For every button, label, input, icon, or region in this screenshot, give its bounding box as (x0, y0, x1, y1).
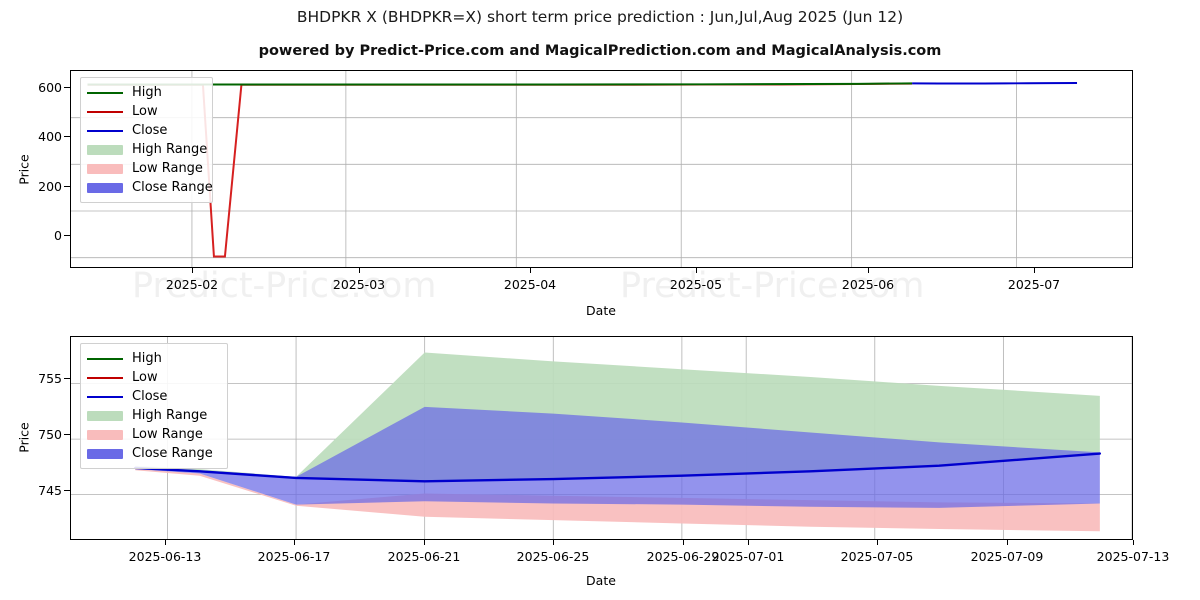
overview-xtick-label: 2025-02 (165, 277, 219, 292)
legend-entry-high-range: High Range (87, 140, 208, 159)
legend-entry-low-range: Low Range (87, 159, 204, 178)
overview-ytick-mark (64, 185, 70, 187)
legend-patch-swatch (87, 144, 123, 155)
legend-entry-label: Low Range (132, 161, 203, 176)
detail-xtick-label: 2025-07-01 (711, 549, 785, 564)
detail-xtick-label: 2025-07-05 (840, 549, 914, 564)
legend-patch-swatch (87, 448, 123, 459)
overview-ytick-label: 0 (54, 228, 62, 243)
overview-xtick-label: 2025-05 (669, 277, 723, 292)
detail-chart-svg (71, 337, 1132, 539)
detail-ytick-label: 755 (38, 371, 62, 386)
legend-line-swatch (87, 357, 123, 360)
detail-xtick-label: 2025-06-29 (646, 549, 720, 564)
overview-ytick-mark (64, 86, 70, 88)
legend-line-swatch (87, 376, 123, 379)
figure-title: BHDPKR X (BHDPKR=X) short term price pre… (296, 8, 904, 26)
overview-xtick-mark (530, 268, 532, 273)
detail-xtick-mark (1007, 540, 1009, 545)
legend-entry-label: High (132, 85, 162, 100)
legend-entry-low-range: Low Range (87, 425, 219, 444)
legend-patch-swatch (87, 429, 123, 440)
legend-entry-label: Low (132, 370, 158, 385)
legend-line-swatch (87, 110, 123, 113)
legend-entry-close-range: Close Range (87, 444, 219, 463)
legend-line-swatch (87, 129, 123, 132)
detail-xtick-label: 2025-07-09 (970, 549, 1044, 564)
figure-subtitle: powered by Predict-Price.com and Magical… (258, 43, 942, 59)
overview-ytick-label: 600 (38, 80, 62, 95)
overview-xtick-label: 2025-07 (1007, 277, 1061, 292)
legend-entry-close: Close (87, 387, 219, 406)
legend-patch-swatch (87, 410, 123, 421)
detail-xtick-label: 2025-06-13 (128, 549, 202, 564)
detail-x-axis-label: Date (586, 573, 616, 588)
overview-y-axis-label: Price (16, 154, 32, 185)
overview-xtick-mark (696, 268, 698, 273)
detail-xtick-mark (1133, 540, 1135, 545)
legend-entry-label: High Range (132, 408, 208, 423)
overview-chart-plot-area (70, 70, 1133, 268)
detail-xtick-label: 2025-06-25 (516, 549, 590, 564)
detail-ytick-mark (64, 377, 70, 379)
detail-ytick-label: 750 (38, 427, 62, 442)
detail-chart-legend: High Low Close High Range Low Range Close Ran… (80, 343, 228, 469)
detail-ytick-mark (64, 433, 70, 435)
legend-entry-label: Low (132, 104, 158, 119)
detail-xtick-mark (165, 540, 167, 545)
legend-patch-swatch (87, 182, 123, 193)
legend-entry-high-range: High Range (87, 406, 219, 425)
overview-xtick-label: 2025-03 (332, 277, 386, 292)
legend-entry-close: Close (87, 121, 204, 140)
legend-entry-label: High (132, 351, 162, 366)
overview-xtick-mark (192, 268, 194, 273)
legend-line-swatch (87, 395, 123, 398)
overview-chart-legend: High Low Close High Range Low Range Close Ran… (80, 77, 213, 203)
legend-entry-label: Close Range (132, 180, 213, 195)
detail-xtick-label: 2025-06-17 (257, 549, 331, 564)
overview-ytick-label: 200 (38, 179, 62, 194)
legend-entry-label: Close (132, 389, 168, 404)
overview-xtick-mark (359, 268, 361, 273)
overview-chart-svg (71, 71, 1132, 267)
legend-entry-label: High Range (132, 142, 208, 157)
overview-xtick-mark (1034, 268, 1036, 273)
overview-xtick-label: 2025-04 (503, 277, 557, 292)
legend-entry-label: Low Range (132, 427, 203, 442)
legend-entry-label: Close Range (132, 446, 213, 461)
detail-xtick-mark (877, 540, 879, 545)
detail-xtick-mark (748, 540, 750, 545)
overview-ytick-label: 400 (38, 129, 62, 144)
legend-entry-low: Low (87, 102, 204, 121)
detail-ytick-label: 745 (38, 483, 62, 498)
detail-xtick-label: 2025-07-13 (1096, 549, 1170, 564)
legend-line-swatch (87, 91, 123, 94)
overview-xtick-label: 2025-06 (841, 277, 895, 292)
detail-xtick-mark (424, 540, 426, 545)
detail-xtick-mark (683, 540, 685, 545)
detail-xtick-label: 2025-06-21 (387, 549, 461, 564)
legend-patch-swatch (87, 163, 123, 174)
detail-y-axis-label: Price (16, 422, 32, 453)
legend-entry-high: High (87, 349, 219, 368)
overview-ytick-mark (64, 135, 70, 137)
overview-xtick-mark (868, 268, 870, 273)
legend-entry-high: High (87, 83, 204, 102)
detail-ytick-mark (64, 489, 70, 491)
legend-entry-low: Low (87, 368, 219, 387)
overview-x-axis-label: Date (586, 303, 616, 318)
detail-chart-plot-area (70, 336, 1133, 540)
legend-entry-close-range: Close Range (87, 178, 213, 197)
detail-xtick-mark (294, 540, 296, 545)
detail-xtick-mark (553, 540, 555, 545)
overview-ytick-mark (64, 234, 70, 236)
legend-entry-label: Close (132, 123, 168, 138)
